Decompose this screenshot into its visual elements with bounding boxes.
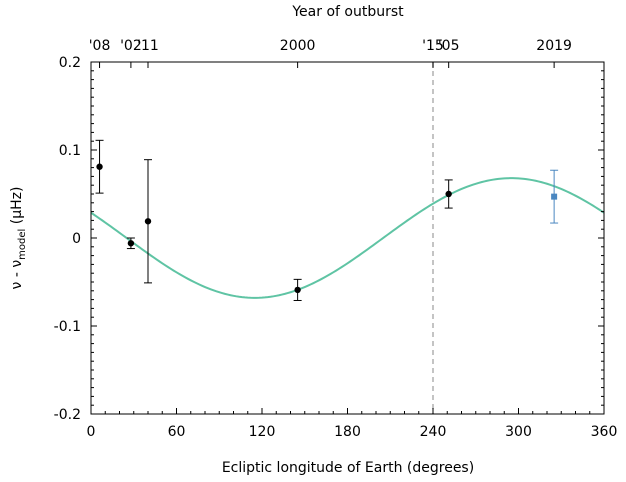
- point-marker: [96, 163, 103, 170]
- x-tick-label: 120: [249, 424, 276, 440]
- fit-curve: [90, 177, 605, 299]
- top-tick-label: '15: [422, 38, 444, 54]
- y-tick-label: -0.1: [54, 319, 81, 335]
- point-marker: [294, 286, 301, 294]
- point-marker: [144, 218, 152, 225]
- x-axis-label: Ecliptic longitude of Earth (degrees): [222, 460, 474, 476]
- top-tick-label: 2019: [536, 38, 572, 54]
- y-tick-label: 0: [72, 231, 81, 247]
- point-marker-square: [551, 193, 558, 200]
- x-tick-label: 0: [87, 424, 96, 440]
- y-axis-label-main: ν - ν: [9, 260, 25, 290]
- point-marker: [127, 240, 135, 247]
- top-tick-label: 2000: [280, 38, 316, 54]
- x-tick-label: 180: [334, 424, 361, 440]
- y-axis-label-unit: (μHz): [9, 187, 25, 229]
- y-axis-label-sub: model: [17, 229, 28, 260]
- y-tick-label: -0.2: [54, 407, 81, 423]
- data-point-1: [95, 139, 104, 194]
- x-tick-label: 60: [168, 424, 186, 440]
- top-tick-label: '02: [120, 38, 142, 54]
- data-point-3: [144, 159, 152, 284]
- data-points-layer: [95, 139, 559, 301]
- top-axis-label: Year of outburst: [291, 4, 404, 20]
- top-tick-label: '11: [137, 38, 159, 54]
- data-point-5: [444, 179, 453, 209]
- x-tick-label: 360: [591, 424, 618, 440]
- y-tick-label: 0.2: [59, 55, 81, 71]
- point-marker: [445, 190, 452, 198]
- data-point-4: [293, 278, 302, 301]
- y-tick-label: 0.1: [59, 143, 81, 159]
- x-tick-label: 240: [420, 424, 447, 440]
- top-tick-label: '08: [89, 38, 111, 54]
- y-axis-label: ν - νmodel (μHz): [9, 187, 28, 290]
- top-tick-label: '05: [438, 38, 460, 54]
- ticks-layer: 0 60 120 180 240 300 3600.20.10-0.1-0.2'08'02'…: [54, 38, 618, 440]
- data-point-6: [550, 169, 559, 224]
- x-tick-label: 300: [505, 424, 532, 440]
- fit-curve-layer: [90, 177, 605, 299]
- data-point-2: [126, 237, 135, 250]
- plot-frame: [90, 61, 605, 415]
